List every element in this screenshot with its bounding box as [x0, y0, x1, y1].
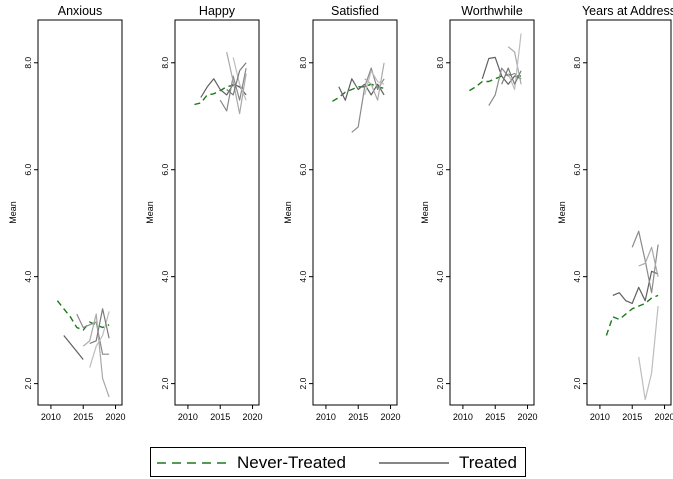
- y-tick-label-anxious-2-0: 2.0: [23, 377, 33, 389]
- y-tick-label-worthwhile-6-0: 6.0: [435, 164, 445, 176]
- panel-title-worthwhile: Worthwhile: [461, 4, 523, 18]
- legend: Never-Treated Treated: [150, 447, 526, 477]
- x-tick-label-worthwhile-2015: 2015: [485, 412, 505, 422]
- y-tick-label-happy-8-0: 8.0: [160, 57, 170, 69]
- treated-line-worthwhile-4: [507, 33, 522, 91]
- never-treated-line-worthwhile-0: [469, 73, 522, 92]
- never-treated-line-years-at-address-0: [605, 294, 659, 336]
- treated-line-anxious-5: [89, 308, 110, 345]
- plot-frame-worthwhile: [449, 19, 535, 406]
- plot-frame-years-at-address: [586, 19, 672, 406]
- y-axis-label-years-at-address: Mean: [557, 201, 567, 224]
- legend-swatch-never-treated: [157, 462, 227, 464]
- never-treated-line-anxious-0: [56, 300, 110, 331]
- y-axis-label-worthwhile: Mean: [420, 201, 430, 224]
- y-tick-label-satisfied-8-0: 8.0: [298, 57, 308, 69]
- treated-line-years-at-address-2: [631, 230, 659, 294]
- x-tick-label-years-at-address-2010: 2010: [590, 412, 610, 422]
- never-treated-line-happy-0: [194, 84, 247, 106]
- panel-years-at-address: Years at Address Mean 2010 2015 2020 2.0 4.0 6.…: [557, 4, 673, 422]
- x-tick-label-anxious-2020: 2020: [106, 412, 126, 422]
- y-tick-label-satisfied-2-0: 2.0: [298, 377, 308, 389]
- y-tick-label-years-at-address-6-0: 6.0: [572, 164, 582, 176]
- x-tick-label-worthwhile-2010: 2010: [453, 412, 473, 422]
- y-axis-label-happy: Mean: [145, 201, 155, 224]
- y-tick-label-years-at-address-8-0: 8.0: [572, 57, 582, 69]
- legend-label-never-treated: Never-Treated: [237, 453, 346, 472]
- panel-satisfied: Satisfied Mean 2010 2015 2020 2.0 4.0 6.0 8.0: [283, 4, 401, 422]
- treated-line-worthwhile-1: [481, 56, 522, 85]
- x-tick-label-satisfied-2015: 2015: [348, 412, 368, 422]
- treated-line-years-at-address-1: [612, 270, 659, 304]
- legend-swatch-treated: [379, 462, 449, 464]
- treated-line-worthwhile-3: [507, 46, 522, 85]
- plot-frame-anxious: [37, 19, 123, 406]
- y-tick-label-satisfied-6-0: 6.0: [298, 164, 308, 176]
- treated-line-happy-5: [226, 62, 247, 96]
- legend-item-never-treated: Never-Treated: [157, 453, 346, 473]
- panel-title-satisfied: Satisfied: [331, 4, 379, 18]
- x-tick-label-worthwhile-2020: 2020: [518, 412, 538, 422]
- x-tick-label-satisfied-2010: 2010: [316, 412, 336, 422]
- treated-line-worthwhile-5: [501, 67, 522, 85]
- treated-line-satisfied-4: [364, 70, 385, 96]
- x-tick-label-anxious-2010: 2010: [41, 412, 61, 422]
- y-tick-label-worthwhile-2-0: 2.0: [435, 377, 445, 389]
- x-tick-label-happy-2015: 2015: [210, 412, 230, 422]
- y-tick-label-years-at-address-2-0: 2.0: [572, 377, 582, 389]
- treated-line-satisfied-2: [351, 67, 385, 133]
- y-tick-label-happy-4-0: 4.0: [160, 270, 170, 282]
- treated-line-worthwhile-2: [488, 67, 522, 106]
- treated-line-happy-1: [200, 78, 247, 98]
- treated-line-happy-4: [232, 57, 247, 101]
- y-axis-label-anxious: Mean: [8, 201, 18, 224]
- never-treated-line-satisfied-0: [332, 83, 385, 102]
- treated-line-anxious-2: [76, 313, 110, 355]
- y-tick-label-worthwhile-4-0: 4.0: [435, 270, 445, 282]
- x-tick-label-anxious-2015: 2015: [73, 412, 93, 422]
- x-tick-label-happy-2020: 2020: [243, 412, 263, 422]
- treated-line-anxious-1: [63, 335, 84, 360]
- x-tick-label-years-at-address-2020: 2020: [655, 412, 673, 422]
- y-tick-label-anxious-8-0: 8.0: [23, 57, 33, 69]
- treated-line-anxious-3: [82, 313, 110, 398]
- panel-title-happy: Happy: [199, 4, 236, 18]
- treated-line-years-at-address-4: [638, 306, 659, 401]
- panel-worthwhile: Worthwhile Mean 2010 2015 2020 2.0 4.0 6.0 8.0: [420, 4, 538, 422]
- y-tick-label-satisfied-4-0: 4.0: [298, 270, 308, 282]
- y-tick-label-happy-2-0: 2.0: [160, 377, 170, 389]
- y-tick-label-happy-6-0: 6.0: [160, 164, 170, 176]
- plot-frame-satisfied: [312, 19, 398, 406]
- panel-title-years-at-address: Years at Address: [582, 4, 673, 18]
- x-tick-label-years-at-address-2015: 2015: [622, 412, 642, 422]
- panel-happy: Happy Mean 2010 2015 2020 2.0 4.0 6.0 8.0: [145, 4, 263, 422]
- y-tick-label-years-at-address-4-0: 4.0: [572, 270, 582, 282]
- y-axis-label-satisfied: Mean: [283, 201, 293, 224]
- y-tick-label-anxious-4-0: 4.0: [23, 270, 33, 282]
- x-tick-label-happy-2010: 2010: [178, 412, 198, 422]
- x-tick-label-satisfied-2020: 2020: [381, 412, 401, 422]
- panel-anxious: Anxious Mean 2010 2015 2020 2.0 4.0 6.0 8.0: [8, 4, 126, 422]
- panel-title-anxious: Anxious: [58, 4, 102, 18]
- y-tick-label-anxious-6-0: 6.0: [23, 164, 33, 176]
- treated-line-years-at-address-3: [638, 246, 659, 277]
- legend-label-treated: Treated: [459, 453, 517, 472]
- legend-item-treated: Treated: [379, 453, 517, 473]
- y-tick-label-worthwhile-8-0: 8.0: [435, 57, 445, 69]
- plot-frame-happy: [174, 19, 260, 406]
- treated-line-satisfied-3: [364, 62, 385, 101]
